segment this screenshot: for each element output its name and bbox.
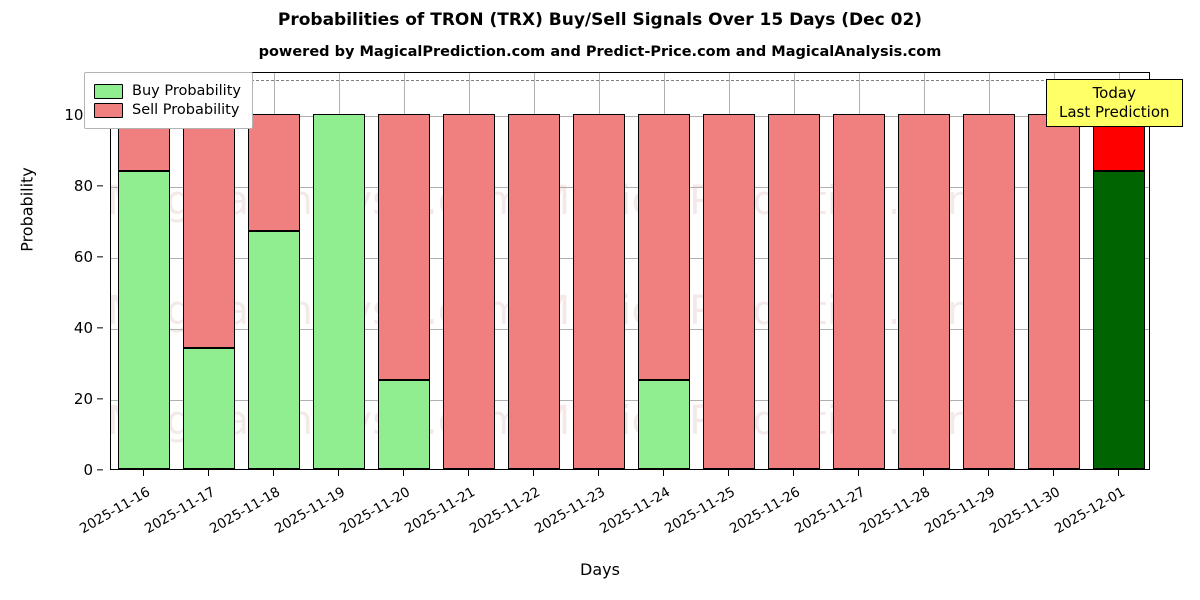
x-tick-mark bbox=[1052, 470, 1054, 476]
grid-line-horizontal bbox=[111, 328, 1149, 330]
bar bbox=[182, 73, 235, 469]
bar bbox=[832, 73, 885, 469]
bar-segment-sell bbox=[377, 113, 430, 381]
bar-segment-buy bbox=[377, 380, 430, 469]
x-tick-mark bbox=[532, 470, 534, 476]
y-tick-label: 60 bbox=[73, 247, 93, 266]
today-annotation: Today Last Prediction bbox=[1046, 79, 1183, 127]
bar-segment-sell bbox=[832, 113, 885, 469]
legend-item-buy: Buy Probability bbox=[94, 83, 241, 99]
x-tick-mark bbox=[467, 470, 469, 476]
y-tick-mark bbox=[97, 469, 103, 471]
x-tick-mark bbox=[727, 470, 729, 476]
grid-line-horizontal bbox=[111, 257, 1149, 259]
bar bbox=[637, 73, 690, 469]
bar bbox=[767, 73, 820, 469]
legend-label-sell: Sell Probability bbox=[132, 102, 240, 118]
y-tick-label: 0 bbox=[83, 461, 93, 479]
y-tick-mark bbox=[97, 327, 103, 329]
y-tick-label: 20 bbox=[73, 389, 93, 408]
bar-segment-sell bbox=[702, 113, 755, 469]
x-tick-mark bbox=[922, 470, 924, 476]
x-tick-mark bbox=[337, 470, 339, 476]
bar bbox=[702, 73, 755, 469]
bar bbox=[507, 73, 560, 469]
bar-segment-sell bbox=[182, 113, 235, 349]
bar-segment-buy bbox=[637, 380, 690, 469]
bar-segment-sell bbox=[637, 113, 690, 381]
y-tick-label: 40 bbox=[73, 318, 93, 337]
legend-swatch-sell-icon bbox=[94, 102, 123, 118]
bar-segment-sell bbox=[442, 113, 495, 469]
legend-item-sell: Sell Probability bbox=[94, 102, 241, 118]
today-annotation-line1: Today bbox=[1092, 84, 1136, 102]
chart-legend: Buy Probability Sell Probability bbox=[84, 72, 253, 129]
x-tick-mark bbox=[1117, 470, 1119, 476]
y-tick-mark bbox=[97, 256, 103, 258]
x-tick-mark bbox=[662, 470, 664, 476]
today-annotation-line2: Last Prediction bbox=[1059, 102, 1170, 121]
x-tick-mark bbox=[207, 470, 209, 476]
bar-segment-sell bbox=[1027, 113, 1080, 469]
plot-area: MagicalAnalysis.com MagicalPrediction.co… bbox=[110, 72, 1150, 470]
y-tick-mark bbox=[97, 398, 103, 400]
legend-swatch-buy-icon bbox=[94, 83, 123, 99]
bar-segment-sell bbox=[247, 113, 300, 231]
bar bbox=[442, 73, 495, 469]
bar bbox=[572, 73, 625, 469]
chart-subtitle: powered by MagicalPrediction.com and Pre… bbox=[258, 44, 942, 60]
x-tick-mark bbox=[792, 470, 794, 476]
x-axis-ticks: 2025-11-16 2025-11-17 2025-11-18 2025-11-19… bbox=[77, 470, 1150, 560]
bar-segment-buy bbox=[312, 113, 365, 469]
bar-segment-sell bbox=[897, 113, 950, 469]
x-tick-mark bbox=[597, 470, 599, 476]
y-axis-ticks: 0 20 40 60 80 100 bbox=[0, 72, 103, 479]
y-tick-mark bbox=[97, 185, 103, 187]
x-tick-mark bbox=[272, 470, 274, 476]
bar-segment-buy bbox=[1092, 170, 1145, 469]
grid-line-horizontal bbox=[111, 186, 1149, 188]
x-tick-mark bbox=[857, 470, 859, 476]
bar bbox=[962, 73, 1015, 469]
bar-segment-sell bbox=[767, 113, 820, 469]
legend-label-buy: Buy Probability bbox=[132, 83, 241, 99]
bar-segment-sell bbox=[507, 113, 560, 469]
bar bbox=[377, 73, 430, 469]
bar-segment-sell bbox=[962, 113, 1015, 469]
bar bbox=[117, 73, 170, 469]
bar-segment-buy bbox=[182, 348, 235, 469]
grid-line-horizontal bbox=[111, 115, 1149, 117]
bar bbox=[1027, 73, 1080, 469]
chart-title: Probabilities of TRON (TRX) Buy/Sell Sig… bbox=[277, 10, 923, 30]
bar bbox=[897, 73, 950, 469]
bar-segment-buy bbox=[247, 230, 300, 469]
y-tick-label: 80 bbox=[73, 176, 93, 195]
bar bbox=[247, 73, 300, 469]
bar-today bbox=[1092, 73, 1145, 469]
threshold-dashed-line bbox=[111, 80, 1149, 82]
x-axis-title: Days bbox=[580, 560, 620, 579]
bar-segment-sell bbox=[572, 113, 625, 469]
bar bbox=[312, 73, 365, 469]
y-axis-title: Probability bbox=[17, 167, 37, 252]
x-tick-mark bbox=[142, 470, 144, 476]
grid-line-horizontal bbox=[111, 399, 1149, 401]
x-tick-mark bbox=[987, 470, 989, 476]
x-tick-mark bbox=[402, 470, 404, 476]
bar-segment-buy bbox=[117, 170, 170, 469]
